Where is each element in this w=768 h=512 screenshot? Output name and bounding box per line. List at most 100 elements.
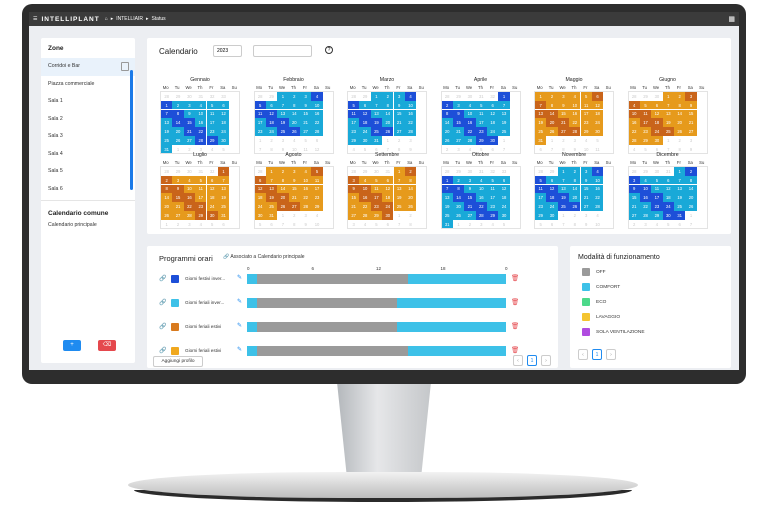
delete-icon[interactable]: 🗑 (511, 275, 520, 282)
calendar-day[interactable]: 30 (546, 211, 558, 220)
calendar-day[interactable]: 23 (475, 127, 487, 136)
calendar-day[interactable]: 4 (569, 92, 581, 101)
calendar-day[interactable]: 16 (628, 118, 640, 128)
calendar-day[interactable]: 30 (254, 211, 266, 220)
calendar-day[interactable]: 18 (265, 118, 278, 128)
calendar-day[interactable]: 11 (639, 109, 652, 119)
calendar-day[interactable]: 11 (487, 184, 499, 194)
next-page-button[interactable]: › (606, 349, 616, 360)
calendar-day[interactable]: 29 (311, 202, 323, 211)
calendar-day[interactable]: 16 (569, 109, 581, 119)
calendar-day[interactable]: 16 (464, 118, 476, 128)
calendar-day[interactable]: 6 (591, 92, 604, 101)
calendar-day[interactable]: 18 (217, 118, 230, 128)
add-profile-button[interactable]: Aggiungi profilo (153, 356, 203, 367)
calendar-day[interactable]: 19 (161, 127, 173, 136)
calendar-day[interactable]: 8 (382, 100, 394, 110)
calendar-day[interactable]: 17 (487, 193, 499, 203)
calendar-day[interactable]: 25 (265, 202, 278, 211)
calendar-day[interactable]: 14 (172, 118, 184, 128)
calendar-day[interactable]: 19 (393, 193, 405, 203)
calendar-day[interactable]: 29 (206, 136, 218, 145)
calendar-day[interactable]: 28 (569, 127, 581, 136)
calendar-day[interactable]: 22 (300, 193, 312, 203)
calendar-day[interactable]: 4 (591, 167, 604, 176)
calendar-day[interactable]: 1 (277, 92, 289, 101)
calendar-day[interactable]: 2 (404, 167, 417, 176)
calendar-day[interactable]: 10 (359, 184, 371, 194)
associated-calendar-link[interactable]: 🔗 Associato a Calendario principale (223, 254, 305, 260)
calendar-day[interactable]: 13 (370, 109, 383, 119)
calendar-day[interactable]: 3 (300, 92, 312, 101)
calendar-day[interactable]: 19 (674, 193, 686, 203)
calendar-day[interactable]: 10 (475, 184, 487, 194)
calendar-day[interactable]: 19 (277, 118, 289, 128)
calendar-day[interactable]: 30 (487, 136, 499, 145)
calendar-day[interactable]: 11 (348, 109, 360, 119)
calendar-day[interactable]: 6 (254, 175, 266, 185)
calendar-day[interactable]: 7 (277, 100, 289, 110)
calendar-day[interactable]: 13 (674, 184, 686, 194)
calendar-day[interactable]: 23 (651, 202, 663, 211)
calendar-day[interactable]: 20 (404, 193, 417, 203)
calendar-day[interactable]: 11 (254, 109, 266, 119)
calendar-day[interactable]: 31 (674, 211, 686, 220)
calendar-day[interactable]: 8 (546, 100, 558, 110)
calendar-day[interactable]: 7 (535, 100, 547, 110)
program-color-swatch[interactable] (171, 275, 179, 283)
calendar-day[interactable]: 9 (452, 109, 465, 119)
calendar-day[interactable]: 3 (452, 100, 465, 110)
sidebar-item-zone[interactable]: Sala 1 (41, 93, 135, 111)
calendar-day[interactable]: 12 (265, 109, 278, 119)
calendar-day[interactable]: 7 (217, 175, 230, 185)
calendar-day[interactable]: 25 (498, 127, 510, 136)
calendar-day[interactable]: 21 (452, 127, 465, 136)
calendar-day[interactable]: 16 (404, 109, 417, 119)
calendar-day[interactable]: 14 (277, 184, 289, 194)
calendar-day[interactable]: 24 (265, 127, 278, 136)
calendar-day[interactable]: 19 (535, 118, 547, 128)
calendar-day[interactable]: 21 (464, 202, 476, 211)
prev-page-button[interactable]: ‹ (513, 355, 523, 366)
calendar-day[interactable]: 13 (535, 109, 547, 119)
calendar-day[interactable]: 13 (498, 109, 510, 119)
calendar-day[interactable]: 24 (254, 202, 266, 211)
calendar-day[interactable]: 13 (217, 184, 230, 194)
program-color-swatch[interactable] (171, 299, 179, 307)
calendar-day[interactable]: 20 (546, 118, 558, 128)
calendar-day[interactable]: 8 (685, 175, 697, 185)
calendar-day[interactable]: 25 (393, 202, 405, 211)
calendar-day[interactable]: 15 (628, 193, 640, 203)
calendar-day[interactable]: 5 (487, 175, 499, 185)
calendar-day[interactable]: 27 (628, 211, 640, 220)
year-picker[interactable]: 2023 (213, 45, 242, 57)
calendar-day[interactable]: 7 (557, 175, 570, 185)
calendar-day[interactable]: 22 (464, 127, 476, 136)
calendar-day[interactable]: 5 (311, 167, 323, 176)
next-page-button[interactable]: › (541, 355, 551, 366)
calendar-day[interactable]: 8 (452, 184, 465, 194)
calendar-day[interactable]: 13 (265, 184, 278, 194)
calendar-day[interactable]: 27 (183, 136, 196, 145)
calendar-day[interactable]: 21 (300, 118, 312, 128)
breadcrumb-intelliair[interactable]: INTELLIAIR (116, 16, 143, 22)
calendar-day[interactable]: 19 (441, 202, 453, 211)
calendar-day[interactable]: 4 (183, 175, 196, 185)
calendar-day[interactable]: 4 (300, 167, 312, 176)
calendar-day[interactable]: 3 (685, 92, 697, 101)
calendar-day[interactable]: 21 (183, 127, 196, 136)
calendar-day[interactable]: 1 (161, 100, 173, 110)
calendar-day[interactable]: 19 (265, 193, 278, 203)
calendar-day[interactable]: 18 (254, 193, 266, 203)
link-icon[interactable]: 🔗 (159, 348, 167, 354)
program-timeline-bar[interactable] (247, 274, 506, 284)
calendar-day[interactable]: 8 (161, 184, 173, 194)
calendar-day[interactable]: 26 (452, 211, 465, 220)
calendar-day[interactable]: 1 (674, 167, 686, 176)
calendar-day[interactable]: 2 (288, 92, 300, 101)
calendar-day[interactable]: 24 (662, 202, 674, 211)
calendar-day[interactable]: 22 (183, 202, 196, 211)
calendar-day[interactable]: 6 (217, 100, 230, 110)
calendar-day[interactable]: 16 (183, 193, 196, 203)
calendar-day[interactable]: 5 (348, 100, 360, 110)
